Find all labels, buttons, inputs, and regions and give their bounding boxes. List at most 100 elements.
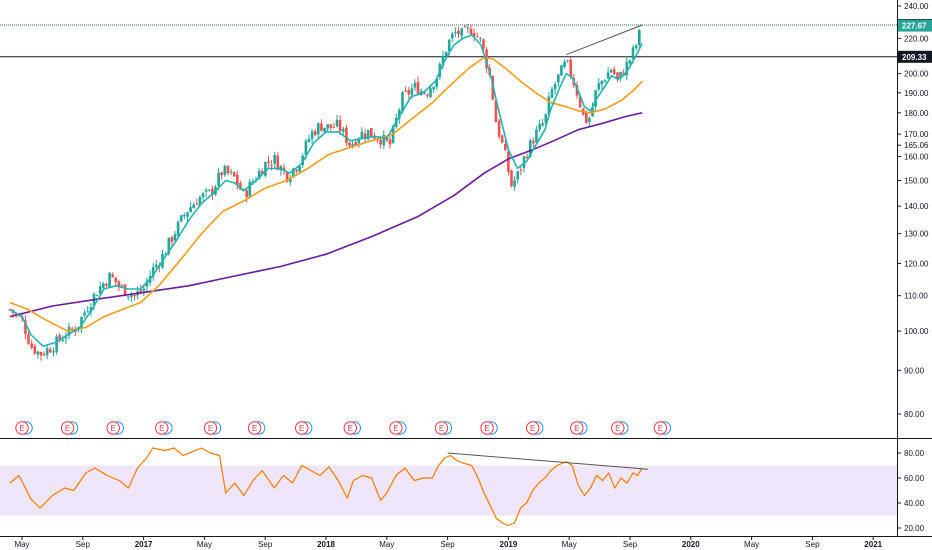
candle-body[interactable]: [236, 174, 239, 185]
candle-body[interactable]: [407, 90, 410, 95]
candle-body[interactable]: [634, 45, 638, 49]
candle-body[interactable]: [139, 289, 142, 292]
candle-body[interactable]: [597, 83, 601, 90]
candle-body[interactable]: [114, 277, 118, 283]
candle-body[interactable]: [117, 281, 121, 286]
candle-body[interactable]: [326, 124, 329, 129]
candle-body[interactable]: [447, 39, 451, 52]
candle-body[interactable]: [285, 171, 289, 182]
earnings-circle[interactable]: [15, 421, 29, 435]
candle-body[interactable]: [223, 166, 227, 175]
candle-body[interactable]: [295, 169, 298, 172]
candle-body[interactable]: [80, 316, 83, 328]
candle-body[interactable]: [260, 170, 264, 175]
candle-body[interactable]: [507, 151, 510, 172]
candle-body[interactable]: [541, 123, 544, 126]
candle-body[interactable]: [398, 109, 401, 119]
candle-body[interactable]: [307, 138, 311, 142]
candle-body[interactable]: [553, 84, 557, 90]
earnings-circle[interactable]: [526, 421, 540, 435]
candle-body[interactable]: [357, 138, 361, 144]
candle-body[interactable]: [55, 336, 58, 352]
candle-body[interactable]: [189, 207, 192, 213]
trendline[interactable]: [566, 24, 643, 56]
candle-body[interactable]: [516, 171, 519, 180]
candle-body[interactable]: [195, 203, 199, 205]
candle-body[interactable]: [544, 114, 548, 124]
candle-body[interactable]: [142, 288, 146, 291]
price-badge[interactable]: [898, 19, 932, 32]
candle-body[interactable]: [522, 156, 526, 168]
candle-body[interactable]: [276, 155, 280, 170]
candle-body[interactable]: [563, 61, 566, 67]
candle-body[interactable]: [111, 274, 114, 277]
candle-body[interactable]: [485, 49, 488, 68]
candle-body[interactable]: [441, 55, 445, 66]
candle-body[interactable]: [528, 140, 532, 157]
candle-body[interactable]: [232, 172, 236, 177]
time-axis[interactable]: May Sep 2017 May Sep 2018 May Sep 2019 May Sep 2020…: [14, 536, 883, 549]
candle-body[interactable]: [173, 234, 177, 241]
earnings-circle[interactable]: [434, 421, 449, 435]
earnings-circle[interactable]: [611, 421, 625, 435]
candle-body[interactable]: [382, 134, 386, 146]
candle-body[interactable]: [609, 69, 613, 73]
candle-body[interactable]: [332, 127, 336, 129]
candle-body[interactable]: [538, 124, 541, 130]
candle-body[interactable]: [466, 27, 470, 29]
candle-body[interactable]: [270, 164, 273, 166]
candle-body[interactable]: [201, 193, 205, 198]
candle-body[interactable]: [289, 177, 292, 183]
candle-body[interactable]: [404, 90, 407, 92]
candle-body[interactable]: [525, 157, 529, 158]
candle-body[interactable]: [120, 285, 124, 287]
candle-body[interactable]: [535, 129, 538, 143]
earnings-circle[interactable]: [106, 421, 120, 435]
candle-body[interactable]: [257, 170, 261, 180]
candle-body[interactable]: [469, 28, 473, 35]
candle-body[interactable]: [585, 112, 588, 123]
candle-body[interactable]: [317, 123, 320, 135]
candle-body[interactable]: [575, 85, 579, 96]
candle-body[interactable]: [245, 190, 248, 198]
candle-body[interactable]: [164, 253, 167, 255]
candle-body[interactable]: [217, 172, 220, 187]
candle-body[interactable]: [370, 128, 373, 136]
candle-body[interactable]: [457, 30, 460, 34]
price-badge[interactable]: [898, 50, 932, 63]
candle-body[interactable]: [366, 130, 370, 140]
candle-body[interactable]: [145, 281, 149, 287]
candle-body[interactable]: [578, 96, 582, 108]
candle-body[interactable]: [323, 127, 326, 132]
rsi-pane[interactable]: [0, 447, 897, 527]
candle-body[interactable]: [435, 78, 438, 87]
candle-body[interactable]: [248, 181, 252, 197]
candle-body[interactable]: [229, 171, 233, 173]
candle-body[interactable]: [619, 71, 622, 79]
candle-body[interactable]: [532, 140, 535, 144]
candle-body[interactable]: [351, 143, 354, 148]
earnings-circle[interactable]: [155, 421, 169, 435]
candle-body[interactable]: [105, 283, 108, 286]
candle-body[interactable]: [413, 83, 417, 88]
candle-body[interactable]: [500, 135, 504, 143]
candle-body[interactable]: [204, 190, 208, 192]
candle-body[interactable]: [557, 74, 560, 83]
candle-body[interactable]: [432, 86, 435, 90]
candle-body[interactable]: [594, 90, 597, 107]
candle-body[interactable]: [52, 351, 55, 353]
candle-body[interactable]: [410, 88, 414, 95]
earnings-circle[interactable]: [570, 421, 584, 435]
candle-body[interactable]: [510, 170, 513, 187]
candle-body[interactable]: [27, 334, 30, 344]
candle-body[interactable]: [628, 60, 632, 64]
candle-body[interactable]: [451, 33, 454, 39]
earnings-circle[interactable]: [480, 421, 494, 435]
price-axis[interactable]: 80.00 90.00 100.00 110.00 120.00 130.00 140.00…: [897, 2, 932, 419]
candle-body[interactable]: [497, 120, 501, 137]
candle-body[interactable]: [401, 92, 404, 112]
candle-body[interactable]: [310, 131, 314, 139]
candle-body[interactable]: [320, 123, 323, 132]
candle-body[interactable]: [569, 59, 572, 77]
